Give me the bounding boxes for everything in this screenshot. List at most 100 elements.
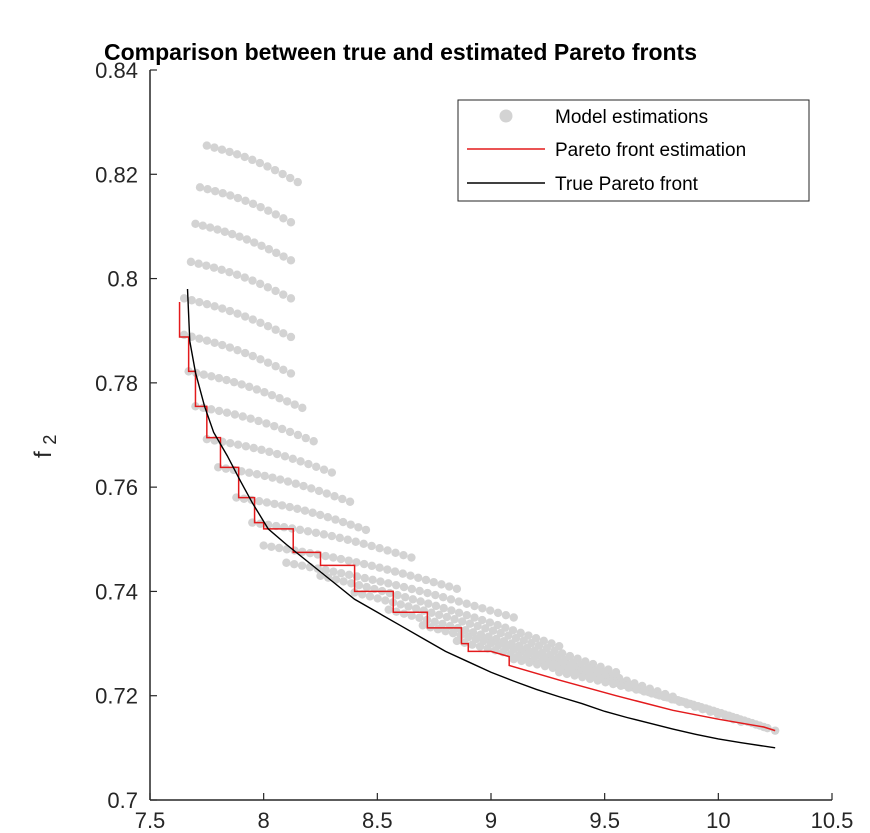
model-estimation-point [290,400,299,409]
model-estimation-point [331,575,341,584]
model-estimation-point [390,567,400,576]
model-estimation-point [540,661,550,671]
model-estimation-point [199,370,209,379]
model-estimation-point [210,143,219,152]
model-estimation-point [291,479,300,488]
model-estimation-point [264,520,273,530]
model-estimation-point [647,689,656,698]
model-estimation-point [275,394,284,403]
model-estimation-point [226,439,235,448]
model-estimation-point [285,173,295,183]
model-estimation-point [322,489,331,498]
model-estimation-point [501,610,511,620]
model-estimation-point [396,600,405,609]
model-estimation-point [290,560,299,569]
y-axis-label-sub: 2 [40,435,60,445]
model-estimation-point [416,597,425,606]
model-estimation-point [441,626,450,636]
model-estimation-point [427,608,436,617]
model-estimation-point [233,309,242,318]
model-estimation-point [431,601,441,611]
model-estimation-point [256,355,265,364]
model-estimation-point [263,322,273,331]
model-estimation-point [336,554,346,564]
model-estimation-point [293,177,302,187]
model-estimation-point [460,638,469,648]
model-estimation-point [271,210,280,219]
model-estimation-point [433,625,443,634]
model-estimation-point [724,711,734,720]
model-estimation-point [262,498,272,507]
model-estimation-point [225,267,234,277]
model-estimation-point [486,606,495,615]
model-estimation-point [452,636,462,646]
model-estimation-point [383,565,392,574]
model-estimation-point [270,421,279,431]
model-estimation-point [195,297,204,307]
model-estimation-point [532,660,542,669]
model-estimation-point [248,315,257,324]
model-estimation-point [321,565,330,575]
model-estimation-point [407,553,416,562]
model-estimation-point [232,150,242,159]
model-estimation-point [304,459,313,469]
model-estimation-point [351,537,360,546]
model-estimation-point [548,663,558,673]
model-estimation-point [218,189,227,198]
model-estimation-point [209,263,219,272]
model-estimation-point [264,245,274,254]
model-estimation-point [316,571,325,580]
model-estimation-point [301,433,310,443]
model-estimation-point [268,473,277,482]
model-estimation-point [239,494,249,503]
model-estimation-point [373,594,382,603]
model-estimation-point [448,628,458,638]
model-estimation-point [300,506,310,515]
y-tick-label: 0.84 [95,58,138,83]
model-estimation-point [303,527,313,536]
model-estimation-point [470,601,479,611]
model-estimation-point [693,701,703,711]
model-estimation-point [323,512,333,522]
legend: Model estimations Pareto front estimatio… [457,99,810,202]
model-estimation-point [662,693,672,702]
model-estimation-point [195,334,204,343]
model-estimation-point [504,631,513,640]
model-estimation-point [282,558,291,567]
model-estimation-point [555,668,564,677]
model-estimation-point [279,365,288,375]
model-estimation-point [360,573,369,583]
model-estimation-point [493,608,503,618]
model-estimation-point [248,199,258,209]
model-estimation-point [478,604,487,613]
model-estimation-point [381,596,390,605]
model-estimation-point [225,306,235,316]
model-estimation-point [450,615,459,624]
model-estimation-point [444,582,454,591]
model-estimation-point [210,302,219,311]
model-estimation-point [655,691,664,700]
model-estimation-point [282,397,292,406]
model-estimation-point [327,468,337,477]
model-estimation-point [570,671,579,680]
model-estimation-point [256,202,265,212]
model-estimation-point [481,624,490,633]
model-estimation-point [198,221,208,230]
model-estimation-point [286,369,296,378]
model-estimation-point [509,655,518,664]
model-estimation-point [265,447,274,457]
model-estimation-point [237,380,246,389]
model-estimation-point [496,628,505,638]
model-estimation-point [447,606,456,615]
model-estimation-point [241,196,250,205]
model-estimation-point [214,406,224,416]
model-estimation-point [194,259,203,268]
model-estimation-point [431,590,440,600]
model-estimation-point [493,620,502,630]
model-estimation-point [186,257,196,267]
model-estimation-point [375,543,384,553]
model-estimation-point [263,283,273,292]
model-estimation-point [279,252,288,261]
model-estimation-point [240,273,249,282]
